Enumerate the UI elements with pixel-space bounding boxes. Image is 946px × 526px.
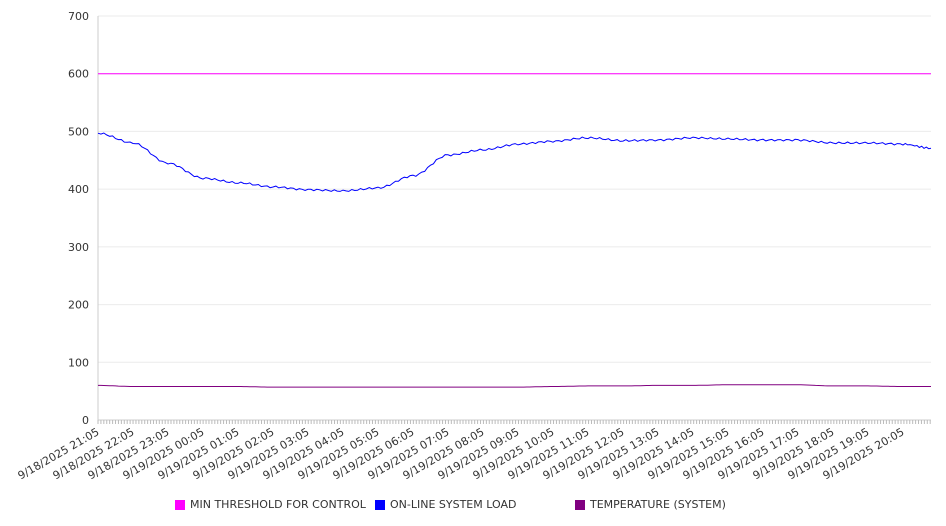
- legend-swatch: [575, 499, 585, 510]
- legend-item-temperature[interactable]: TEMPERATURE (SYSTEM): [575, 498, 726, 511]
- legend-item-system-load[interactable]: ON-LINE SYSTEM LOAD: [375, 498, 516, 511]
- legend-label: TEMPERATURE (SYSTEM): [590, 498, 726, 511]
- y-tick-label: 700: [68, 10, 89, 23]
- legend-swatch: [175, 499, 185, 510]
- series-line-2: [98, 384, 931, 388]
- y-tick-label: 400: [68, 183, 89, 196]
- y-tick-label: 500: [68, 125, 89, 138]
- series-line-1: [97, 132, 932, 192]
- legend-label: MIN THRESHOLD FOR CONTROL: [190, 498, 366, 511]
- y-tick-label: 600: [68, 68, 89, 81]
- legend-swatch: [375, 499, 385, 510]
- legend-item-min-threshold[interactable]: MIN THRESHOLD FOR CONTROL: [175, 498, 366, 511]
- y-tick-label: 300: [68, 241, 89, 254]
- y-tick-label: 0: [82, 414, 89, 427]
- legend-label: ON-LINE SYSTEM LOAD: [390, 498, 517, 511]
- y-tick-label: 100: [68, 356, 89, 369]
- y-tick-label: 200: [68, 299, 89, 312]
